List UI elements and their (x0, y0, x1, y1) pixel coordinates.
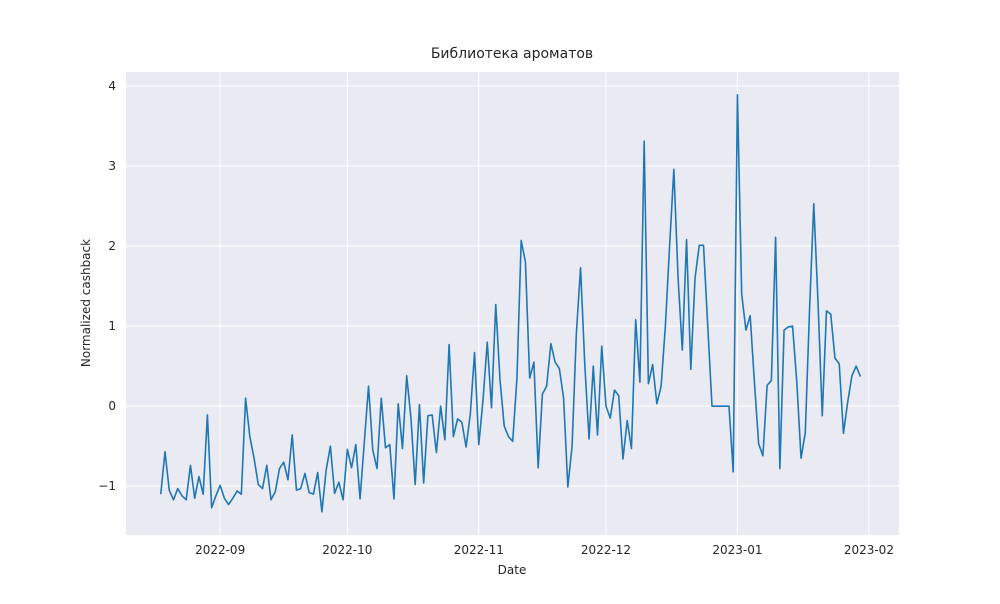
y-tick-label: 4 (108, 79, 116, 93)
x-tick-label: 2023-01 (712, 543, 762, 557)
x-axis-label: Date (498, 563, 527, 577)
x-tick-label: 2022-12 (581, 543, 631, 557)
y-axis-label: Normalized cashback (79, 239, 93, 367)
data-line (159, 94, 862, 513)
x-tick-label: 2023-02 (844, 543, 894, 557)
y-tick-label: 0 (108, 399, 116, 413)
marks (159, 94, 862, 513)
x-tick-label: 2022-10 (322, 543, 372, 557)
chart-title: Библиотека ароматов (431, 46, 593, 62)
x-tick-label: 2022-09 (195, 543, 245, 557)
y-tick-label: −1 (98, 479, 116, 493)
x-tick-label: 2022-11 (454, 543, 504, 557)
plot-area (126, 72, 899, 535)
y-tick-label: 1 (108, 319, 116, 333)
y-tick-label: 2 (108, 239, 116, 253)
y-tick-label: 3 (108, 159, 116, 173)
grid (126, 72, 899, 535)
